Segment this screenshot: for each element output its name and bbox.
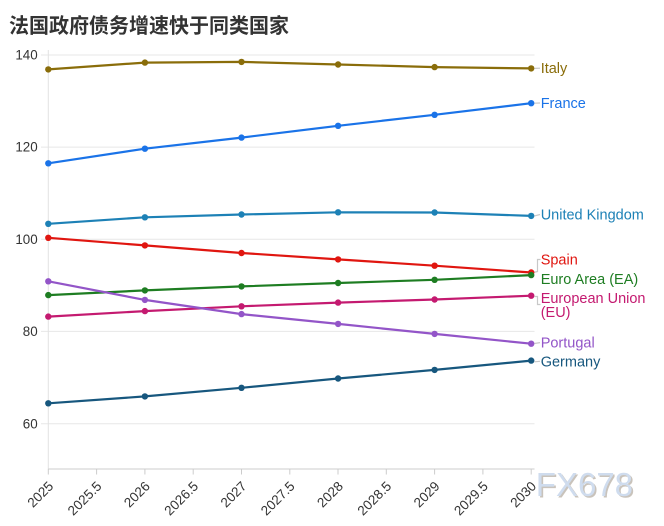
svg-text:Italy: Italy	[541, 61, 568, 77]
svg-text:100: 100	[15, 232, 37, 247]
svg-text:Spain: Spain	[541, 253, 578, 269]
svg-text:United Kingdom: United Kingdom	[541, 208, 644, 224]
svg-text:(EU): (EU)	[541, 305, 571, 321]
svg-text:FX678: FX678	[536, 466, 633, 503]
svg-text:Euro Area (EA): Euro Area (EA)	[541, 272, 639, 288]
svg-text:Germany: Germany	[541, 355, 601, 371]
svg-text:France: France	[541, 96, 586, 112]
svg-text:Portugal: Portugal	[541, 336, 595, 352]
svg-text:60: 60	[23, 416, 38, 431]
svg-text:120: 120	[15, 140, 37, 155]
svg-text:140: 140	[15, 48, 37, 63]
svg-text:80: 80	[23, 324, 38, 339]
